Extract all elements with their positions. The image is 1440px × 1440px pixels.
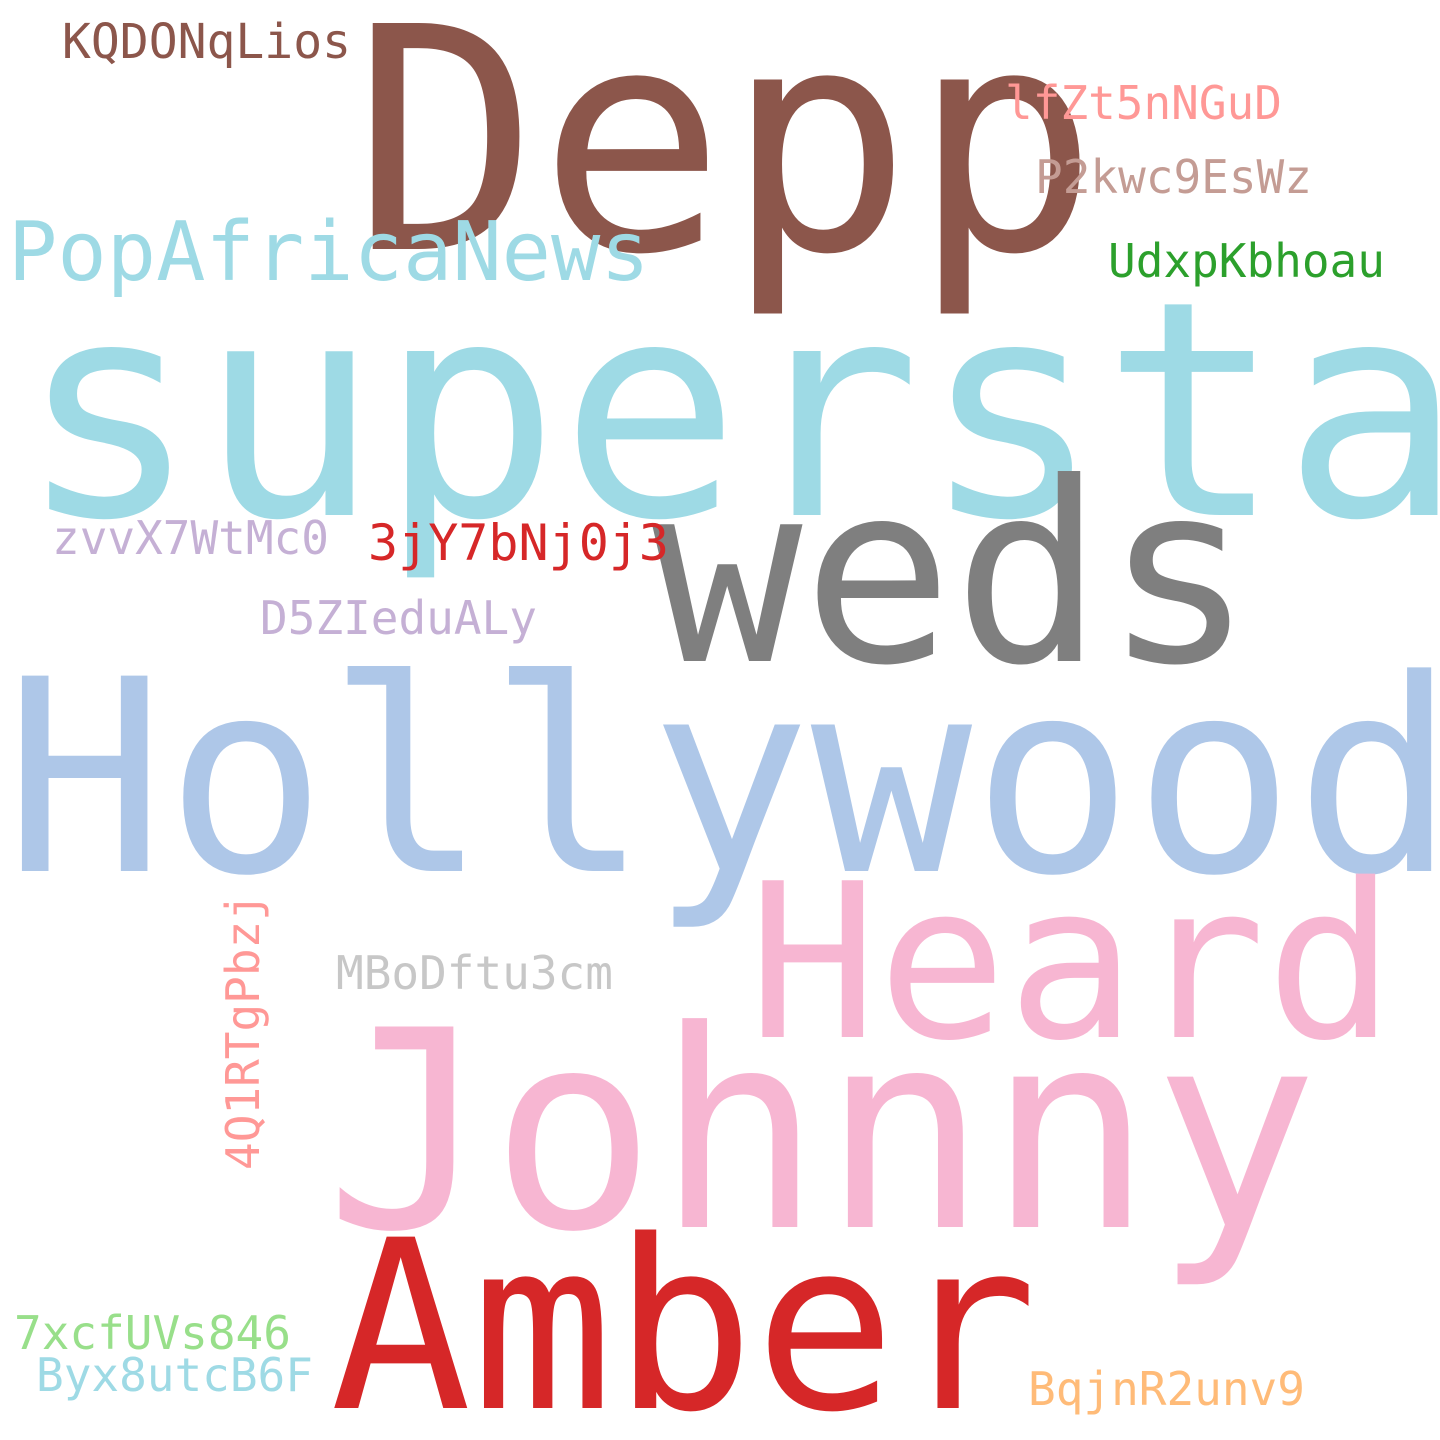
word-popafricanews: PopAfricaNews <box>8 205 650 300</box>
word-hollywood: Hollywood <box>4 623 1440 935</box>
word-4q1rtgpbzj: 4Q1RTgPbzj <box>216 893 270 1170</box>
word-heard: Heard <box>748 837 1396 1088</box>
word-7xcfuvs846: 7xcfUVs846 <box>14 1306 291 1360</box>
word-byx8utcb6f: Byx8utcB6F <box>36 1348 313 1402</box>
word-amber: Amber <box>330 1191 1038 1440</box>
word-udxpkbhoau: UdxpKbhoau <box>1108 234 1385 288</box>
word-johnny: Johnny <box>325 972 1319 1292</box>
word-lfzt5nngud: lfZt5nNGuD <box>1005 76 1282 130</box>
word-d5zieduALy: D5ZIeduALy <box>260 591 537 645</box>
word-zvvx7wtmc0: zvvX7WtMc0 <box>52 511 329 565</box>
word-depp: Depp <box>352 0 1099 323</box>
word-superstar: superstar <box>18 237 1440 586</box>
word-bqjnr2unv9: BqjnR2unv9 <box>1028 1362 1305 1416</box>
word-weds: weds <box>652 429 1255 720</box>
word-kqdonqlios: KQDONqLios <box>62 14 351 70</box>
word-3jy7bnj0j3: 3jY7bNj0j3 <box>368 514 670 572</box>
word-mbodftu3cm: MBoDftu3cm <box>336 946 613 1000</box>
word-p2kwc9eswz: P2kwc9EsWz <box>1035 150 1312 204</box>
